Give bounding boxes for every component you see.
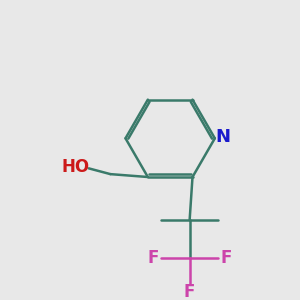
Text: F: F [184,283,195,300]
Text: F: F [220,249,232,267]
Text: F: F [147,249,159,267]
Text: HO: HO [62,158,90,176]
Text: N: N [215,128,230,146]
